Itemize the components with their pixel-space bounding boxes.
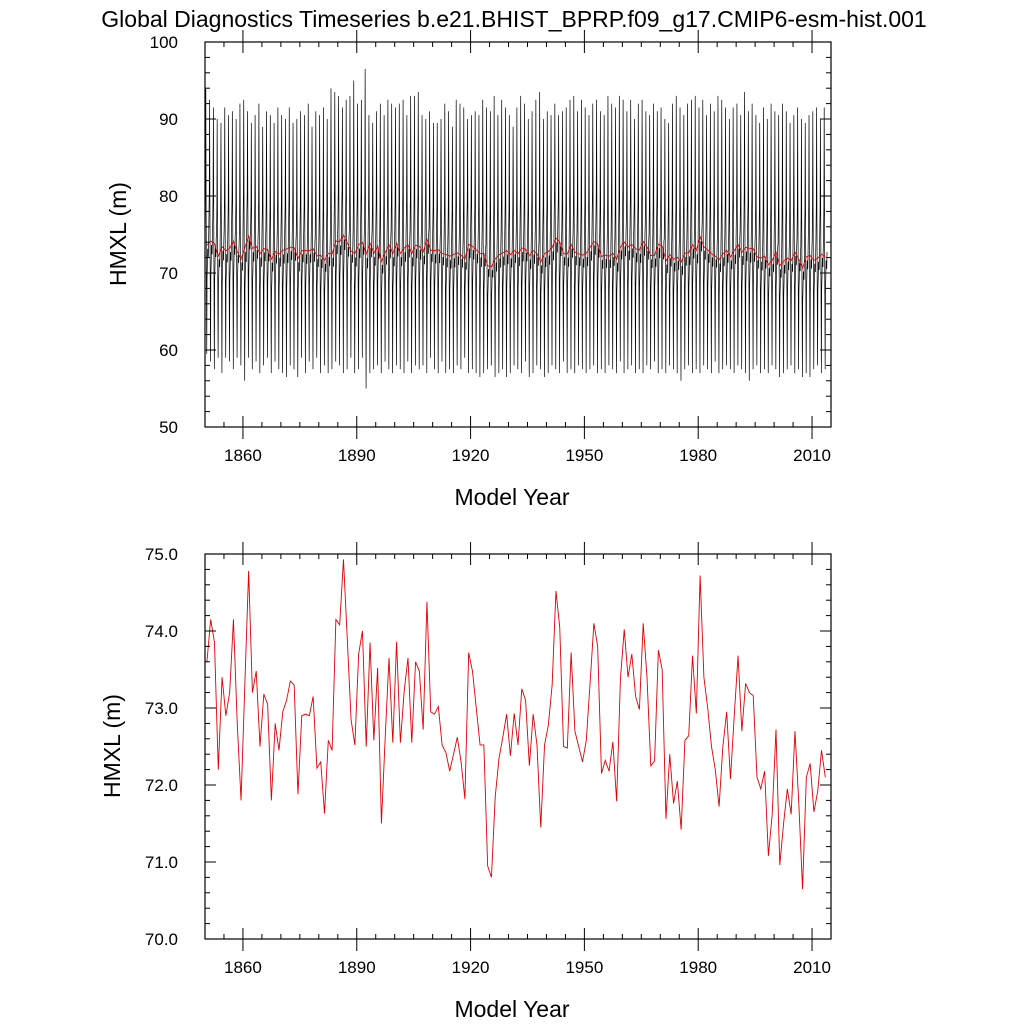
bottom-y-tick-label: 74.0 (145, 622, 178, 641)
top-series-group (204, 68, 828, 389)
bottom-y-tick-label: 71.0 (145, 853, 178, 872)
bottom-y-tick-label: 75.0 (145, 545, 178, 564)
bottom-x-tick-label: 2010 (793, 958, 831, 977)
figure-title: Global Diagnostics Timeseries b.e21.BHIS… (101, 6, 926, 32)
annual-mean-line-top (206, 234, 826, 270)
bottom-x-axis-title: Model Year (454, 996, 569, 1022)
bottom-x-tick-label: 1860 (224, 958, 262, 977)
top-x-tick-label: 1950 (565, 446, 603, 465)
top-y-tick-label: 50 (159, 418, 178, 437)
top-plot-frame (204, 41, 832, 428)
bottom-x-tick-label: 1890 (338, 958, 376, 977)
top-x-axis-title: Model Year (454, 484, 569, 510)
bottom-y-tick-label: 72.0 (145, 776, 178, 795)
bottom-y-tick-label: 73.0 (145, 699, 178, 718)
top-axes: 1860 1890 1920 1950 1980 2010 50 60 70 80 90 100 (150, 30, 832, 465)
top-x-tick-label: 2010 (793, 446, 831, 465)
top-y-tick-label: 80 (159, 187, 178, 206)
top-panel: 1860 1890 1920 1950 1980 2010 50 60 70 80 90 100 Mo… (105, 30, 832, 510)
monthly-series-line (204, 68, 828, 389)
top-x-tick-label: 1890 (338, 446, 376, 465)
top-x-tick-label: 1920 (452, 446, 490, 465)
bottom-x-tick-label: 1920 (452, 958, 490, 977)
bottom-y-axis-title: HMXL (m) (99, 694, 125, 798)
top-y-tick-label: 100 (150, 33, 178, 52)
top-y-tick-label: 60 (159, 341, 178, 360)
top-y-axis-title: HMXL (m) (105, 182, 131, 286)
top-x-tick-label: 1980 (679, 446, 717, 465)
top-y-tick-label: 70 (159, 264, 178, 283)
bottom-plot-frame (204, 553, 832, 940)
bottom-axes: 1860 1890 1920 1950 1980 2010 70.0 71.0 72.0 73.0… (145, 542, 832, 977)
bottom-y-tick-label: 70.0 (145, 930, 178, 949)
bottom-x-tick-label: 1950 (565, 958, 603, 977)
top-x-tick-label: 1860 (224, 446, 262, 465)
bottom-x-tick-label: 1980 (679, 958, 717, 977)
bottom-series-group (206, 559, 826, 889)
bottom-panel: 1860 1890 1920 1950 1980 2010 70.0 71.0 72.0 73.0… (99, 542, 832, 1022)
annual-mean-line (206, 559, 826, 889)
top-y-tick-label: 90 (159, 110, 178, 129)
